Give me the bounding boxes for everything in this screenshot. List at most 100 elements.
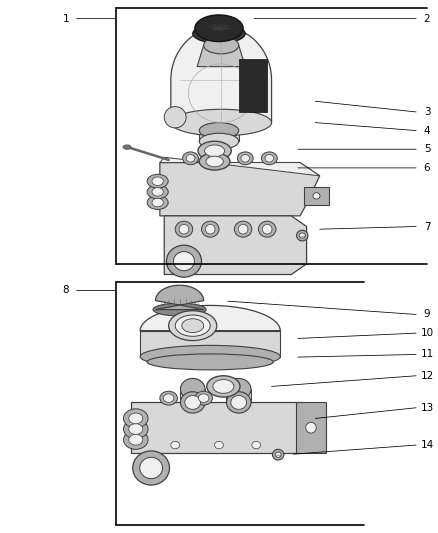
Ellipse shape [205, 145, 225, 157]
Polygon shape [296, 402, 326, 453]
Ellipse shape [123, 145, 131, 149]
Ellipse shape [198, 141, 231, 160]
Ellipse shape [173, 252, 194, 271]
Ellipse shape [163, 394, 174, 402]
Ellipse shape [152, 177, 163, 185]
Polygon shape [131, 402, 300, 453]
Ellipse shape [252, 441, 261, 449]
Ellipse shape [215, 441, 223, 449]
Text: 14: 14 [420, 440, 434, 450]
Ellipse shape [226, 378, 251, 400]
Ellipse shape [124, 409, 148, 428]
Text: 3: 3 [424, 107, 431, 117]
Polygon shape [239, 59, 267, 112]
Bar [304, 187, 328, 205]
Ellipse shape [213, 379, 234, 393]
Ellipse shape [275, 452, 281, 457]
Ellipse shape [226, 392, 251, 413]
Ellipse shape [171, 109, 272, 136]
Ellipse shape [313, 192, 320, 199]
Ellipse shape [195, 15, 243, 42]
Ellipse shape [265, 155, 274, 162]
Polygon shape [164, 216, 307, 274]
Polygon shape [199, 131, 239, 141]
Ellipse shape [262, 224, 272, 234]
Ellipse shape [171, 441, 180, 449]
Ellipse shape [199, 133, 239, 149]
Ellipse shape [124, 430, 148, 449]
Ellipse shape [237, 152, 253, 165]
Ellipse shape [258, 221, 276, 237]
Text: 9: 9 [424, 310, 431, 319]
Ellipse shape [198, 394, 209, 402]
Ellipse shape [261, 152, 277, 165]
Polygon shape [155, 285, 204, 310]
Ellipse shape [182, 319, 204, 333]
Ellipse shape [153, 303, 206, 316]
Ellipse shape [129, 413, 143, 424]
Polygon shape [140, 331, 280, 357]
Text: 10: 10 [420, 328, 434, 338]
Ellipse shape [272, 449, 284, 460]
Ellipse shape [199, 123, 239, 139]
Ellipse shape [299, 233, 305, 238]
Text: 6: 6 [424, 163, 431, 173]
Polygon shape [160, 163, 320, 216]
Ellipse shape [186, 155, 195, 162]
Ellipse shape [183, 152, 198, 165]
Polygon shape [226, 389, 251, 402]
Text: 12: 12 [420, 371, 434, 381]
Text: 13: 13 [420, 403, 434, 413]
Ellipse shape [175, 221, 193, 237]
Ellipse shape [124, 419, 148, 439]
Ellipse shape [164, 107, 186, 128]
Polygon shape [197, 45, 245, 67]
Ellipse shape [231, 395, 247, 409]
Ellipse shape [206, 156, 223, 167]
Ellipse shape [169, 311, 217, 341]
Ellipse shape [238, 224, 248, 234]
Ellipse shape [147, 196, 168, 209]
Ellipse shape [147, 185, 168, 199]
Ellipse shape [180, 392, 205, 413]
Text: 7: 7 [424, 222, 431, 231]
Ellipse shape [166, 245, 201, 277]
Polygon shape [160, 157, 320, 176]
Ellipse shape [140, 345, 280, 368]
Ellipse shape [207, 376, 240, 397]
Ellipse shape [160, 391, 177, 405]
Ellipse shape [152, 198, 163, 207]
Text: 2: 2 [424, 14, 431, 23]
Polygon shape [140, 305, 280, 331]
Text: 8: 8 [62, 286, 69, 295]
Ellipse shape [175, 315, 210, 336]
Ellipse shape [234, 221, 252, 237]
Ellipse shape [201, 221, 219, 237]
Polygon shape [171, 27, 272, 123]
Ellipse shape [179, 224, 189, 234]
Ellipse shape [204, 37, 239, 54]
Ellipse shape [208, 155, 217, 162]
Ellipse shape [193, 24, 245, 43]
Ellipse shape [147, 174, 168, 188]
Polygon shape [180, 389, 205, 402]
Text: 5: 5 [424, 144, 431, 154]
Ellipse shape [147, 354, 273, 370]
Ellipse shape [199, 153, 230, 170]
Text: 11: 11 [420, 350, 434, 359]
Ellipse shape [180, 378, 205, 400]
Ellipse shape [133, 451, 170, 485]
Ellipse shape [152, 188, 163, 196]
Ellipse shape [241, 155, 250, 162]
Ellipse shape [185, 395, 201, 409]
Ellipse shape [140, 457, 162, 479]
Ellipse shape [306, 422, 316, 433]
Ellipse shape [129, 424, 143, 434]
Ellipse shape [297, 230, 308, 241]
Ellipse shape [129, 434, 143, 445]
Ellipse shape [195, 391, 212, 405]
Ellipse shape [205, 224, 215, 234]
Text: 4: 4 [424, 126, 431, 135]
Text: 1: 1 [62, 14, 69, 23]
Ellipse shape [205, 152, 220, 165]
